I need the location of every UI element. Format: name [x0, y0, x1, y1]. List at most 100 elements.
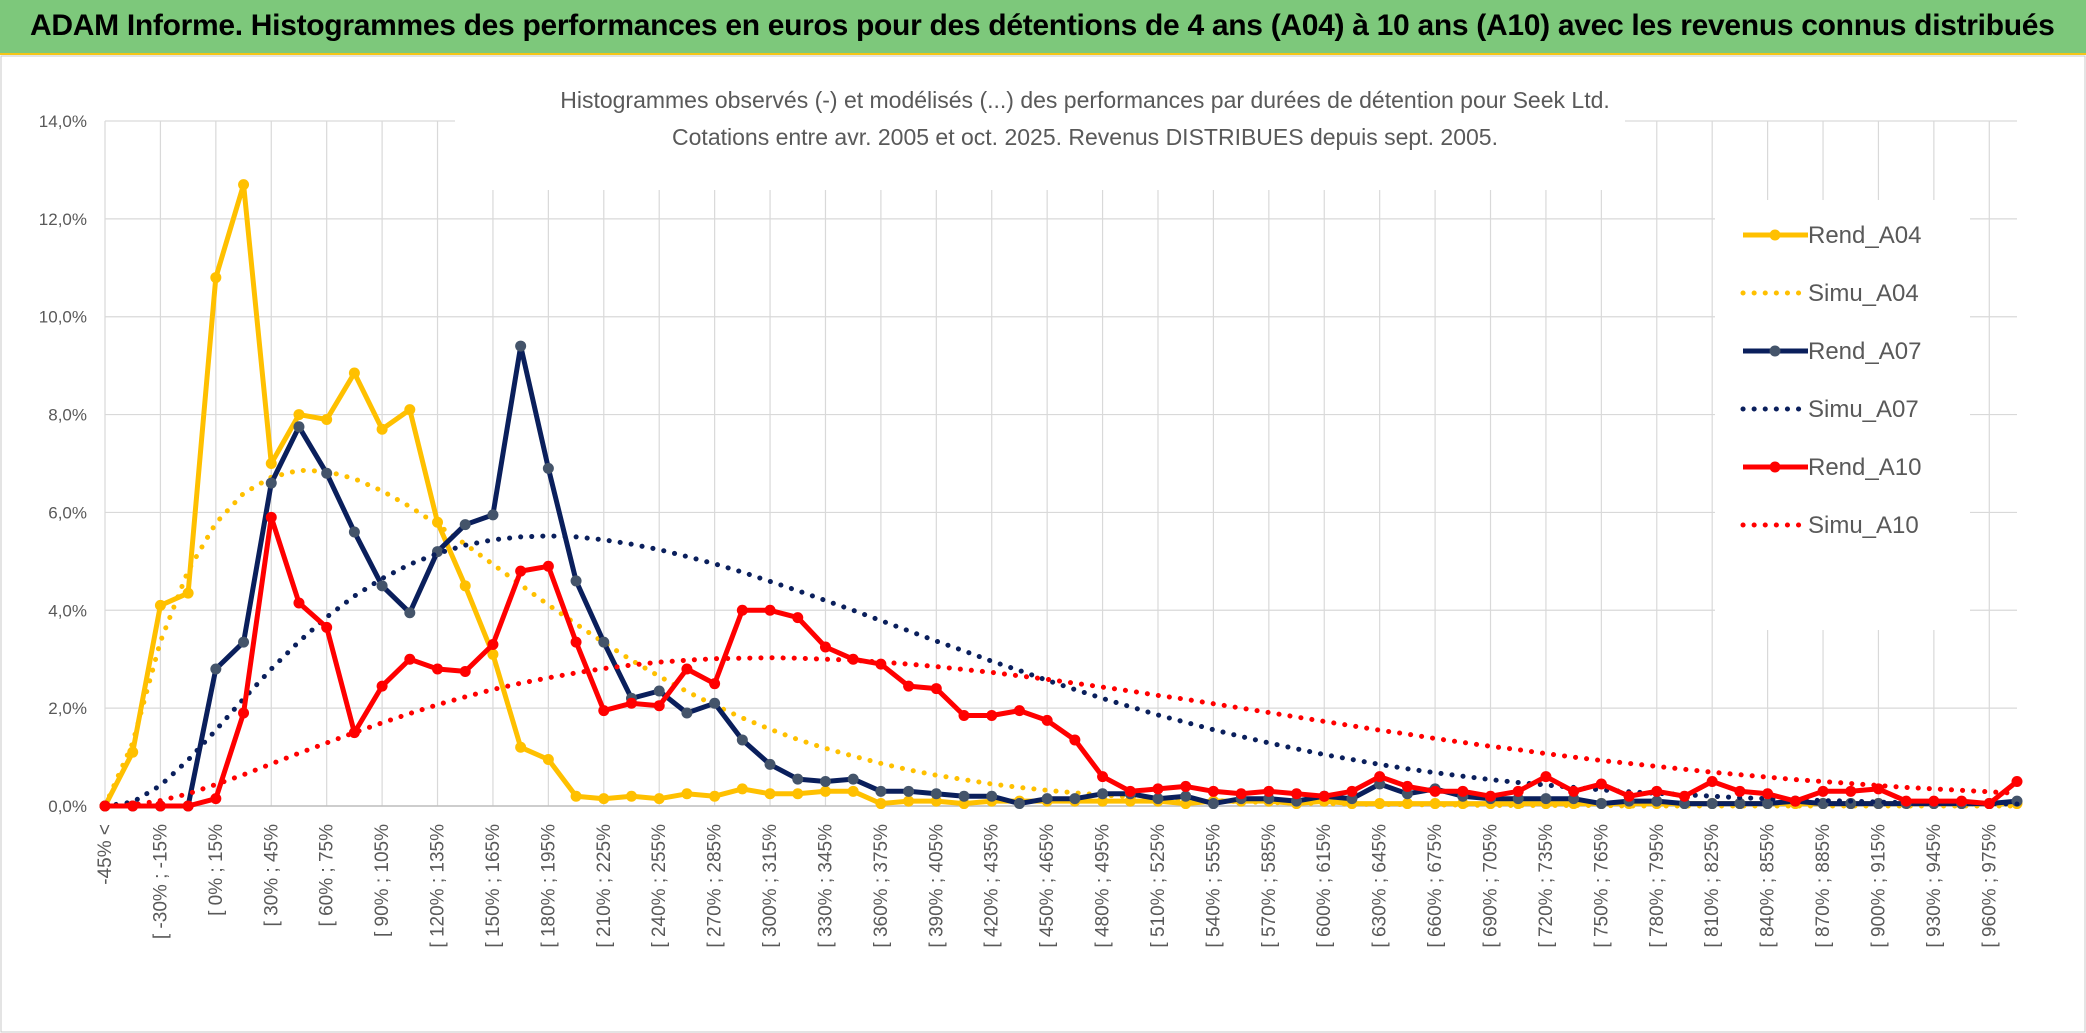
data-point	[709, 790, 721, 802]
x-tick-label: [ 900% ; 915%	[1868, 824, 1889, 948]
series-line-rend-a07	[105, 343, 2018, 809]
data-point	[570, 790, 582, 802]
x-tick-label: [ 780% ; 795%	[1647, 824, 1668, 948]
data-point	[598, 636, 610, 648]
x-tick-label: [ 120% ; 135%	[428, 824, 449, 948]
data-point	[792, 773, 804, 785]
data-point	[1817, 785, 1829, 797]
y-axis: 0,0% 2,0% 4,0% 6,0% 8,0% 10,0% 12,0% 14,0%	[39, 112, 87, 816]
x-tick-label: [ 960% ; 975%	[1979, 824, 2000, 948]
data-point	[875, 658, 887, 670]
x-tick-label: [ 690% ; 705%	[1481, 824, 1502, 948]
chart-title: Histogrammes observés (-) et modélisés (…	[560, 87, 1610, 113]
y-tick-label: 14,0%	[39, 112, 87, 131]
data-point	[1568, 785, 1580, 797]
x-tick-label: [ 30% ; 45%	[261, 824, 282, 927]
x-tick-label: [ 720% ; 735%	[1536, 824, 1557, 948]
data-point	[1097, 788, 1109, 800]
y-tick-label: 0,0%	[48, 797, 87, 816]
data-point	[819, 641, 831, 653]
data-point	[903, 680, 915, 692]
data-point	[1651, 795, 1663, 807]
data-point	[875, 785, 887, 797]
x-tick-label: [ 330% ; 345%	[815, 824, 836, 948]
data-point	[1235, 788, 1247, 800]
data-point	[321, 467, 333, 479]
legend-marker	[1769, 461, 1781, 473]
x-tick-label: [ 240% ; 255%	[649, 824, 670, 948]
series-line-simu-a07	[102, 533, 2020, 809]
histogram-chart: -45% < [ -30% ; -15% [ 0% ; 15% [ 30% ; 45%…	[0, 55, 2086, 1033]
x-tick-label: [ 90% ; 105%	[372, 824, 393, 937]
data-point	[154, 599, 166, 611]
data-point	[681, 707, 693, 719]
data-point	[459, 519, 471, 531]
x-tick-label: [ 150% ; 165%	[483, 824, 504, 948]
data-point	[1207, 798, 1219, 810]
data-point	[404, 404, 416, 416]
data-point	[515, 741, 527, 753]
series-line-rend-a10	[105, 514, 2019, 809]
data-point	[487, 509, 499, 521]
x-tick-label: [ 420% ; 435%	[982, 824, 1003, 948]
x-tick-label: [ 750% ; 765%	[1591, 824, 1612, 948]
x-tick-label: [ 630% ; 645%	[1370, 824, 1391, 948]
data-point	[293, 597, 305, 609]
data-point	[182, 800, 194, 812]
y-tick-label: 12,0%	[39, 210, 87, 229]
data-point	[736, 734, 748, 746]
data-point	[1651, 785, 1663, 797]
data-point	[1457, 785, 1469, 797]
data-point	[1152, 793, 1164, 805]
data-point	[1429, 785, 1441, 797]
data-point	[958, 790, 970, 802]
data-point	[1318, 790, 1330, 802]
data-point	[515, 565, 527, 577]
data-point	[293, 421, 305, 433]
data-point	[1124, 785, 1136, 797]
data-point	[1540, 793, 1552, 805]
data-point	[819, 785, 831, 797]
data-point	[1623, 790, 1635, 802]
report-banner: ADAM Informe. Histogrammes des performan…	[0, 0, 2086, 55]
x-tick-label: [ 540% ; 555%	[1203, 824, 1224, 948]
x-tick-label: [ 360% ; 375%	[871, 824, 892, 948]
data-point	[210, 793, 222, 805]
legend-background	[1715, 200, 1970, 630]
data-point	[1180, 790, 1192, 802]
x-tick-label: [ 510% ; 525%	[1148, 824, 1169, 948]
x-tick-label: [ 390% ; 405%	[926, 824, 947, 948]
x-tick-label: [ 660% ; 675%	[1425, 824, 1446, 948]
data-point	[2011, 795, 2023, 807]
data-point	[764, 604, 776, 616]
data-point	[127, 800, 139, 812]
data-point	[736, 783, 748, 795]
data-point	[709, 678, 721, 690]
data-point	[487, 648, 499, 660]
data-point	[764, 788, 776, 800]
data-point	[210, 663, 222, 675]
data-point	[1097, 771, 1109, 783]
x-tick-label: [ -30% ; -15%	[150, 824, 171, 939]
data-point	[376, 680, 388, 692]
x-tick-label: [ 60% ; 75%	[317, 824, 338, 927]
y-tick-label: 6,0%	[48, 503, 87, 522]
x-tick-label: [ 270% ; 285%	[705, 824, 726, 948]
data-point	[1762, 788, 1774, 800]
data-point	[653, 700, 665, 712]
data-point	[625, 697, 637, 709]
data-point	[265, 511, 277, 523]
data-point	[238, 707, 250, 719]
data-point	[459, 580, 471, 592]
data-point	[182, 587, 194, 599]
x-tick-label: [ 450% ; 465%	[1037, 824, 1058, 948]
data-point	[764, 758, 776, 770]
data-point	[210, 272, 222, 284]
data-point	[1762, 798, 1774, 810]
data-point	[1374, 771, 1386, 783]
series-line-simu-a10	[102, 655, 2020, 809]
legend-marker	[1769, 229, 1781, 241]
data-point	[1346, 785, 1358, 797]
data-point	[1928, 795, 1940, 807]
data-point	[1069, 734, 1081, 746]
